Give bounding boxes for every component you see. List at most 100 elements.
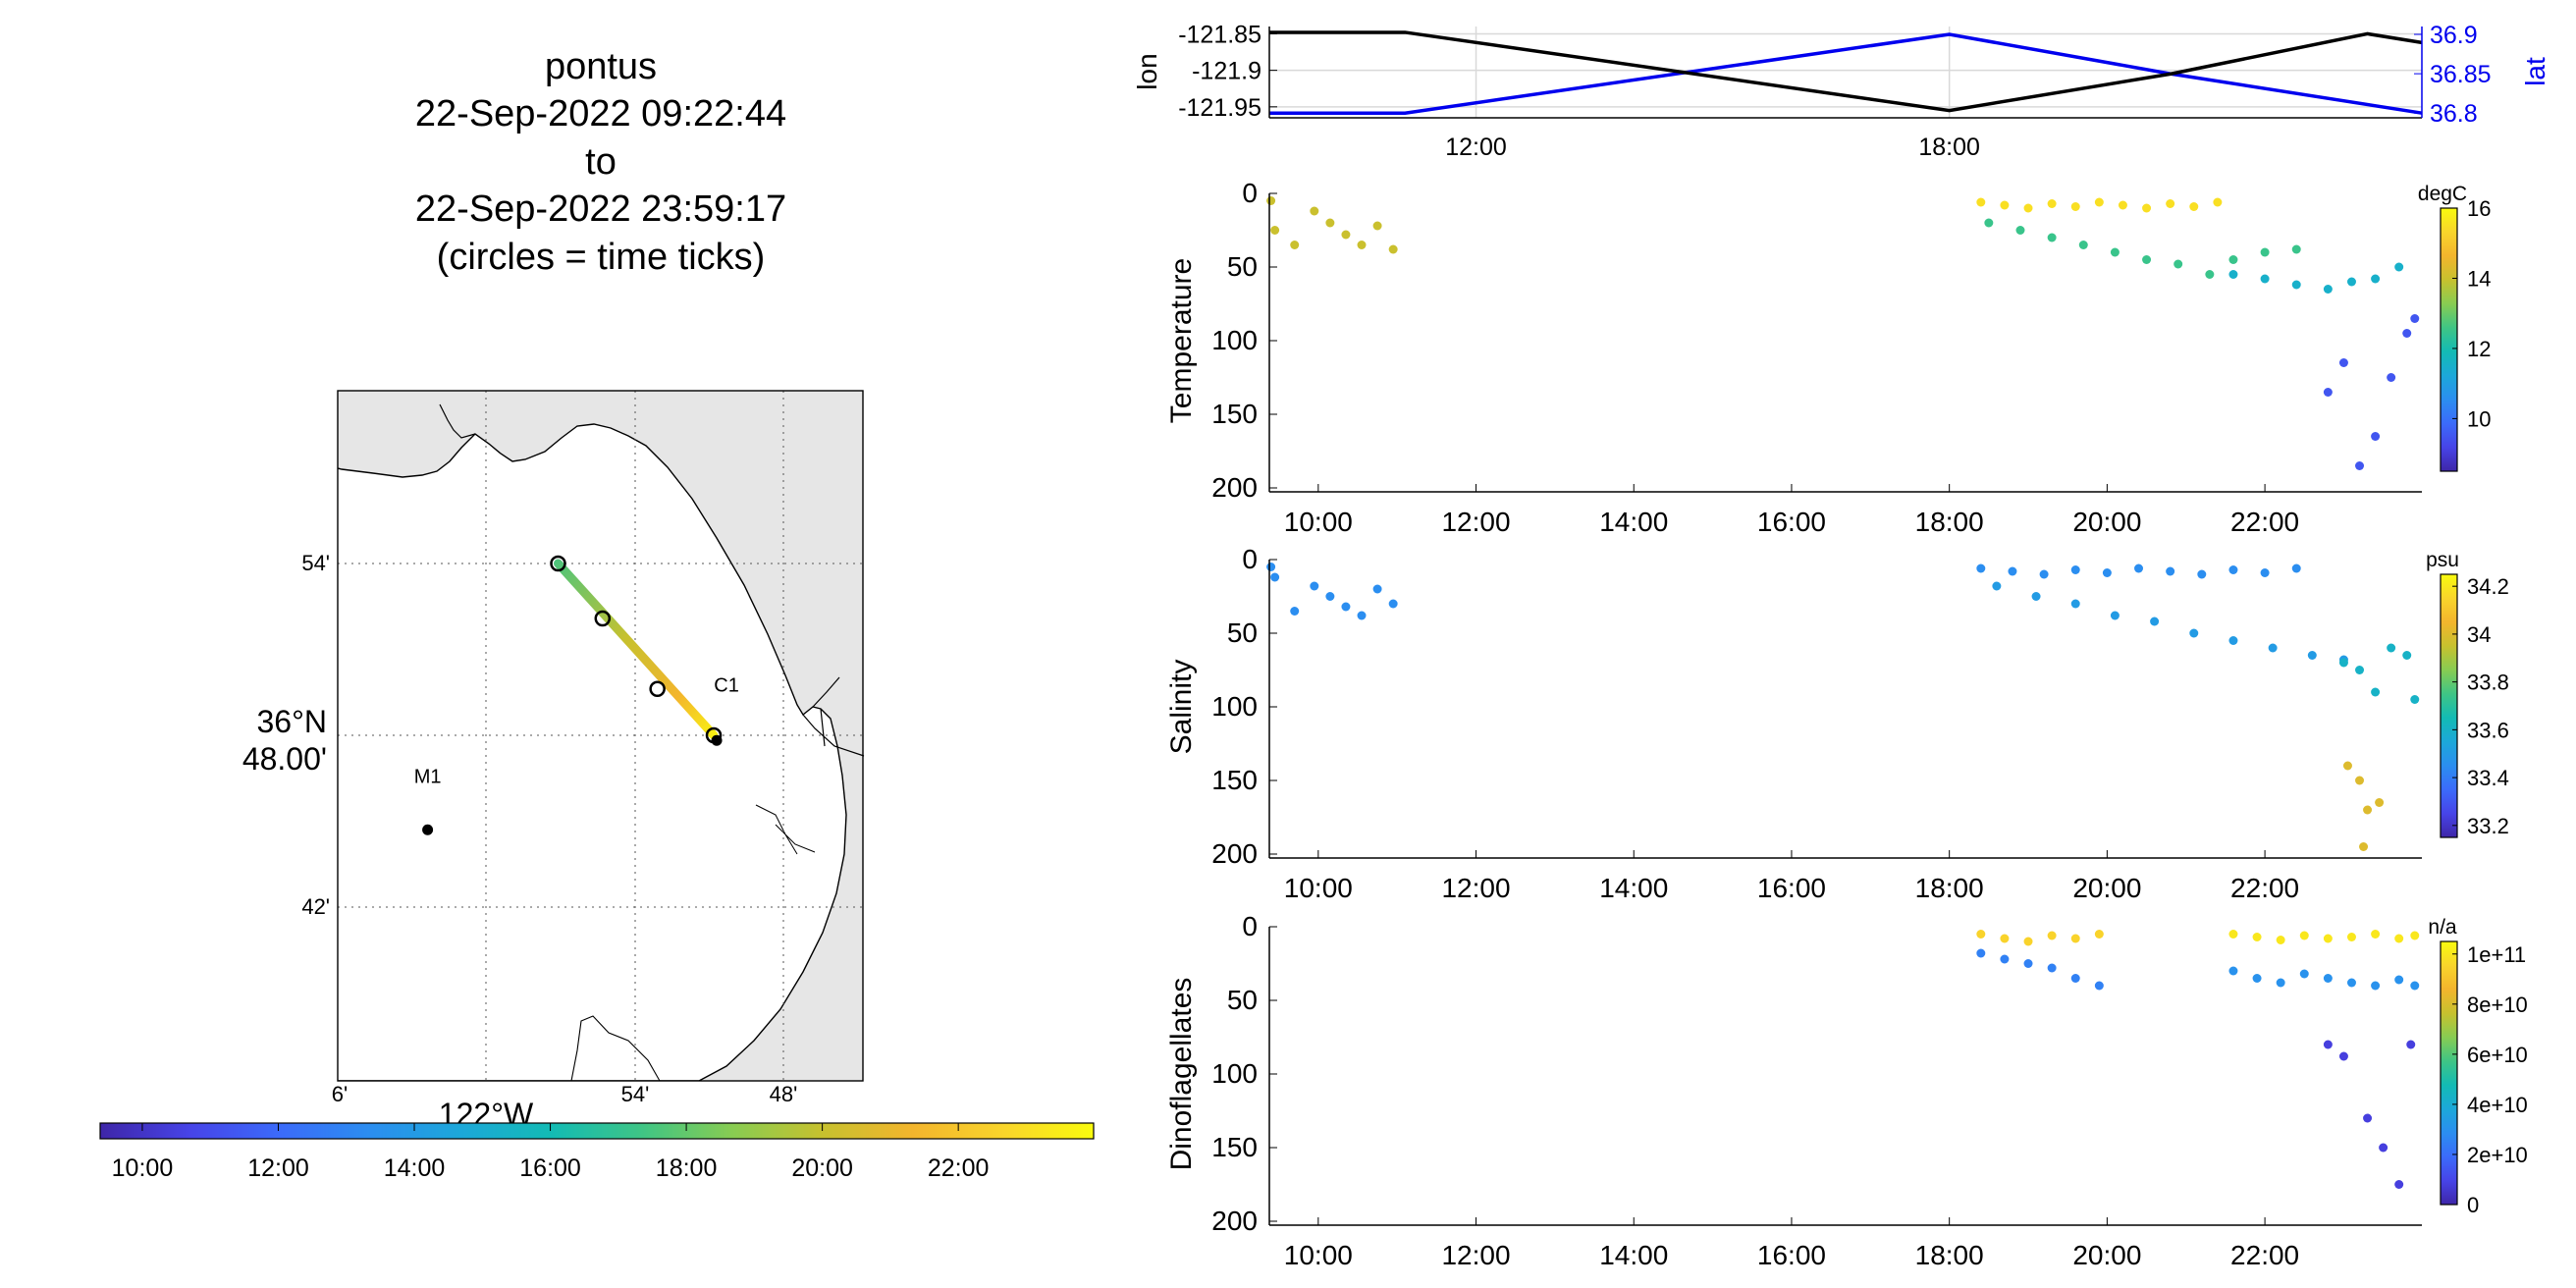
colorbar-unit-label: n/a: [2428, 916, 2457, 939]
colorbar-tick-label: 1e+11: [2467, 942, 2526, 967]
data-point: [2299, 931, 2309, 940]
lon-series-line: [1269, 30, 2423, 113]
x-tick-label: 14:00: [1599, 873, 1668, 903]
data-point: [2110, 247, 2120, 257]
data-point: [1310, 206, 1319, 216]
data-point: [2355, 461, 2365, 470]
colorbar-tick-label: 14: [2467, 266, 2491, 291]
data-point: [2410, 695, 2420, 704]
data-point: [2047, 931, 2057, 940]
lat-series-line: [1269, 32, 2423, 115]
data-point: [2355, 776, 2365, 785]
data-point: [2166, 566, 2175, 576]
data-point: [1976, 197, 1986, 207]
data-point: [2118, 200, 2127, 210]
lat-tick-label-42: 42': [301, 894, 330, 919]
y-tick-label: 200: [1211, 472, 1258, 503]
data-point: [1976, 930, 1986, 939]
x-tick-label: 14:00: [1599, 1240, 1668, 1270]
map-coast-south: [570, 1015, 661, 1082]
x-tick-label: 16:00: [1757, 507, 1826, 537]
data-point: [2307, 651, 2317, 660]
data-point: [2379, 1143, 2388, 1153]
colorbar-gradient: [2440, 573, 2458, 838]
data-point: [2323, 934, 2333, 943]
y-axis-label: Temperature: [1165, 258, 1198, 423]
data-point: [2375, 798, 2385, 807]
data-point: [2371, 432, 2381, 441]
time-colorbar-tick-label: 20:00: [791, 1154, 853, 1182]
time-tick-circle-3: [649, 680, 666, 697]
time-tick-circle-2: [594, 610, 612, 627]
time-colorbar-tick-label: 18:00: [656, 1154, 718, 1182]
y-left-tick-label: -121.9: [1192, 58, 1261, 85]
data-point: [1976, 564, 1986, 573]
x-tick-label: 22:00: [2230, 1240, 2299, 1270]
station-marker-m1: [422, 824, 434, 835]
data-point: [2387, 373, 2396, 382]
data-point: [2323, 974, 2333, 983]
data-point: [2134, 564, 2144, 573]
colorbar-tick-label: 16: [2467, 196, 2491, 221]
data-point: [2000, 954, 2010, 964]
x-tick-label: 12:00: [1445, 134, 1507, 161]
data-point: [2402, 329, 2412, 338]
scatter-points: [1976, 930, 2420, 1189]
data-point: [2291, 280, 2301, 290]
y-tick-label: 150: [1211, 1132, 1258, 1162]
data-point: [2268, 643, 2278, 653]
data-point: [1357, 241, 1367, 249]
data-point: [2228, 565, 2238, 574]
data-point: [2260, 568, 2270, 577]
colorbar-tick-label: 2e+10: [2467, 1143, 2528, 1167]
data-point: [2228, 636, 2238, 645]
colorbar-gradient: [2440, 940, 2458, 1206]
salinity-chart: 0 50 100 150 200 10:00 12:00 14:00 16:00 18:00 20:…: [1165, 544, 2509, 903]
data-point: [2228, 255, 2238, 264]
time-colorbar-ticks: 10:00 12:00 14:00 16:00 18:00 20:00 22:00: [112, 1123, 989, 1182]
data-point: [1388, 244, 1398, 254]
colorbar-tick-label: 10: [2467, 406, 2491, 431]
x-tick-label: 22:00: [2230, 507, 2299, 537]
data-point: [2228, 966, 2238, 976]
dinoflagellates-chart: 0 50 100 150 200 10:00 12:00 14:00 16:00 18:00 20:…: [1165, 911, 2528, 1270]
x-tick-label: 14:00: [1599, 507, 1668, 537]
data-point: [2346, 978, 2356, 988]
data-point: [1357, 611, 1367, 620]
x-tick-label: 10:00: [1284, 873, 1353, 903]
lat-center-label-deg: 36°N: [257, 704, 328, 739]
data-point: [2406, 1040, 2416, 1049]
data-point: [1266, 196, 1276, 205]
data-point: [2228, 270, 2238, 279]
data-point: [2023, 937, 2033, 946]
data-point: [2323, 1040, 2333, 1049]
x-tick-label: 12:00: [1441, 873, 1510, 903]
data-point: [2410, 981, 2420, 991]
data-point: [2102, 568, 2112, 577]
map-frame: [337, 390, 864, 1082]
station-marker-c1: [711, 734, 723, 746]
station-label-m1: M1: [414, 766, 442, 787]
data-point: [2174, 259, 2183, 269]
data-point: [1270, 572, 1280, 582]
lat-tick-label-54: 54': [301, 551, 330, 575]
data-point: [2094, 930, 2104, 939]
data-point: [2070, 934, 2080, 943]
temperature-chart: 0 50 100 150 200 10:00 12:00 14:00 16:00 18:00 20:…: [1165, 178, 2491, 537]
data-point: [2252, 974, 2262, 983]
y-tick-label: 150: [1211, 765, 1258, 795]
map-graticule: [338, 391, 863, 1081]
data-point: [2338, 358, 2348, 367]
data-point: [2023, 203, 2033, 213]
data-point: [2410, 931, 2420, 940]
colorbar-gradient: [2440, 207, 2458, 472]
x-tick-label: 18:00: [1918, 134, 1980, 161]
lon-tick-label-6: 6': [332, 1082, 348, 1106]
data-point: [2299, 969, 2309, 979]
data-point: [2323, 388, 2333, 397]
plot-area: [1269, 560, 2422, 854]
map-estuary: [802, 676, 865, 757]
data-point: [2166, 199, 2175, 208]
data-point: [1341, 230, 1351, 240]
time-colorbar-tick-label: 12:00: [247, 1154, 309, 1182]
